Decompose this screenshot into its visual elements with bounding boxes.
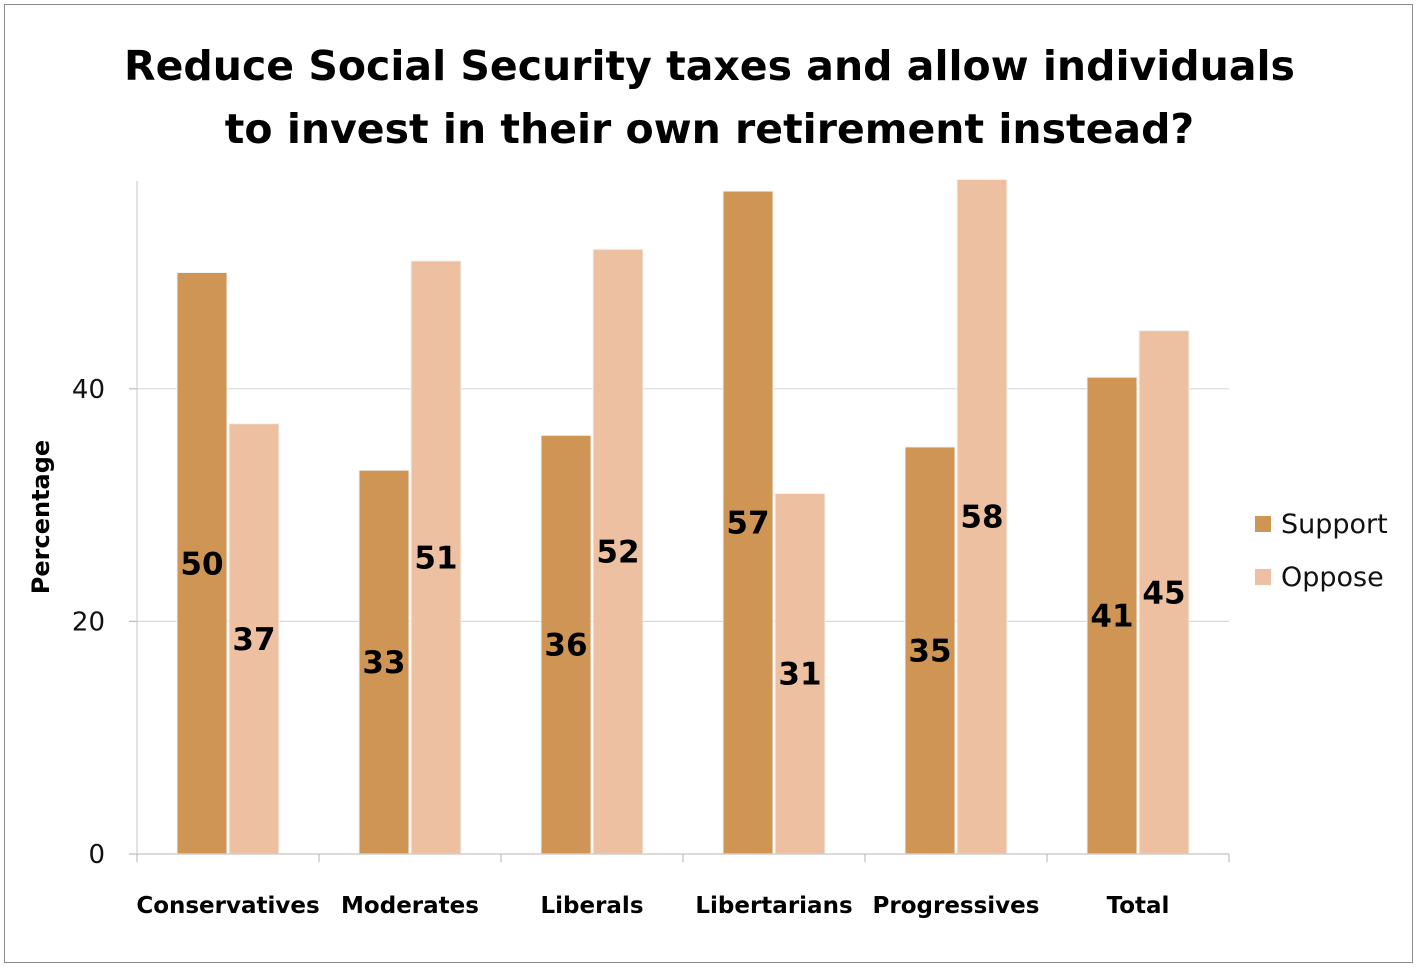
data-label-support-total: 41 [1090, 599, 1133, 635]
bar-support-total [1086, 376, 1138, 855]
y-tick-label: 0 [88, 840, 105, 870]
bar-support-libertarians [722, 190, 774, 855]
chart-title: Reduce Social Security taxes and allow i… [5, 35, 1414, 161]
gridlines [137, 388, 1229, 623]
x-category-label: Libertarians [695, 893, 852, 919]
legend: Support Oppose [1255, 509, 1388, 593]
bar-oppose-moderates [410, 260, 462, 855]
bars [176, 178, 1190, 855]
data-label-oppose-progressives: 58 [960, 500, 1003, 536]
chart-title-line-1: Reduce Social Security taxes and allow i… [124, 42, 1295, 90]
data-label-oppose-total: 45 [1142, 575, 1185, 611]
legend-swatch-oppose [1255, 569, 1271, 585]
bar-oppose-liberals [592, 248, 644, 855]
bar-chart: 0 20 40 Conservatives Moderates Liberals Liber… [27, 178, 1388, 919]
bar-oppose-libertarians [774, 492, 826, 855]
data-label-support-libertarians: 57 [726, 506, 769, 542]
data-label-support-moderates: 33 [362, 645, 405, 681]
data-label-support-conservatives: 50 [180, 546, 223, 582]
legend-swatch-support [1255, 516, 1271, 532]
x-category-label: Liberals [540, 893, 643, 919]
axes: 0 20 40 Conservatives Moderates Liberals Liber… [27, 181, 1230, 919]
y-tick-label: 20 [72, 607, 105, 637]
x-category-label: Progressives [873, 893, 1040, 919]
bar-oppose-total [1138, 330, 1190, 855]
x-category-label: Total [1107, 893, 1170, 919]
data-label-oppose-conservatives: 37 [232, 622, 275, 658]
bar-oppose-progressives [956, 178, 1008, 855]
legend-label-support: Support [1281, 509, 1388, 540]
data-label-oppose-moderates: 51 [414, 540, 457, 576]
bar-support-liberals [540, 434, 592, 855]
data-label-support-progressives: 35 [908, 633, 951, 669]
data-label-oppose-libertarians: 31 [778, 657, 821, 693]
bar-oppose-conservatives [228, 423, 280, 855]
y-tick-label: 40 [72, 375, 105, 405]
chart-title-line-2: to invest in their own retirement instea… [224, 105, 1195, 153]
x-category-label: Conservatives [136, 893, 319, 919]
bar-support-moderates [358, 469, 410, 855]
chart-frame: Reduce Social Security taxes and allow i… [4, 4, 1413, 963]
x-category-label: Moderates [341, 893, 479, 919]
data-label-support-liberals: 36 [544, 628, 587, 664]
legend-label-oppose: Oppose [1281, 562, 1384, 593]
y-axis-title: Percentage [27, 440, 55, 594]
data-label-oppose-liberals: 52 [596, 535, 639, 571]
bar-support-conservatives [176, 272, 228, 855]
